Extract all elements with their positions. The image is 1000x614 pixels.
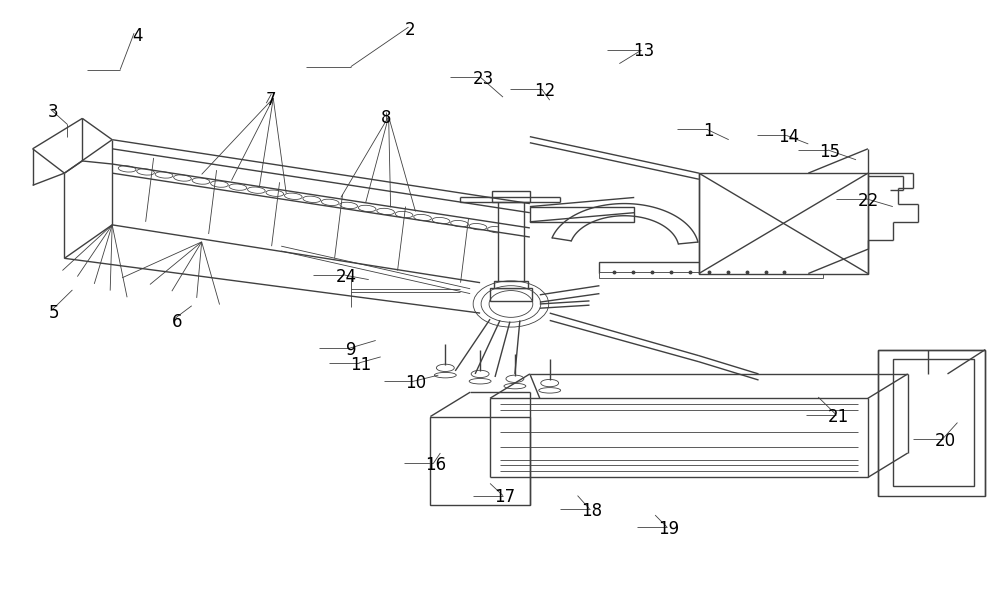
- Text: 23: 23: [472, 70, 494, 88]
- Bar: [878, 349, 985, 495]
- Text: 8: 8: [380, 109, 391, 127]
- Bar: [494, 281, 528, 287]
- Bar: [530, 206, 634, 222]
- Text: 21: 21: [827, 408, 849, 426]
- Text: 5: 5: [49, 304, 60, 322]
- Bar: [893, 359, 974, 486]
- Ellipse shape: [434, 373, 456, 378]
- Text: 13: 13: [634, 42, 655, 60]
- Text: 18: 18: [581, 502, 602, 520]
- Ellipse shape: [539, 387, 561, 393]
- Text: 6: 6: [172, 313, 182, 331]
- Bar: [490, 287, 532, 301]
- Ellipse shape: [506, 375, 524, 383]
- Text: 12: 12: [534, 82, 555, 100]
- Text: 19: 19: [658, 520, 680, 538]
- Ellipse shape: [471, 370, 489, 378]
- Bar: [599, 262, 823, 273]
- Text: 10: 10: [405, 374, 426, 392]
- Bar: [699, 173, 868, 273]
- Text: 9: 9: [346, 341, 356, 359]
- Text: 1: 1: [704, 122, 714, 139]
- Text: 20: 20: [935, 432, 956, 450]
- Text: 24: 24: [335, 268, 356, 286]
- Ellipse shape: [541, 379, 559, 387]
- Bar: [430, 416, 530, 505]
- Text: 11: 11: [350, 356, 371, 374]
- Text: 3: 3: [47, 103, 58, 122]
- Ellipse shape: [504, 383, 526, 389]
- Text: 15: 15: [820, 143, 841, 161]
- Text: 17: 17: [494, 488, 516, 506]
- Ellipse shape: [436, 364, 454, 371]
- Bar: [498, 201, 524, 295]
- Bar: [492, 192, 530, 203]
- Text: 2: 2: [405, 21, 416, 39]
- Bar: [599, 272, 823, 278]
- Text: 22: 22: [857, 192, 879, 209]
- Ellipse shape: [469, 378, 491, 384]
- Text: 7: 7: [266, 91, 277, 109]
- Text: 14: 14: [778, 128, 799, 146]
- Text: 16: 16: [425, 456, 446, 474]
- Text: 4: 4: [132, 27, 142, 45]
